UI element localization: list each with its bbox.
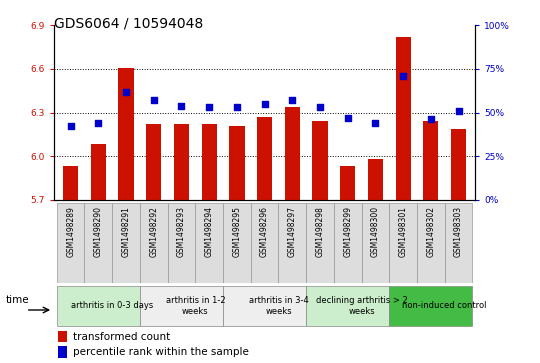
Text: GSM1498291: GSM1498291 [122, 206, 131, 257]
Text: GSM1498295: GSM1498295 [232, 206, 241, 257]
Bar [340, 166, 355, 200]
Bar [201, 124, 217, 200]
Bar [118, 68, 134, 200]
Bar [257, 117, 272, 200]
Bar [91, 144, 106, 200]
Bar [389, 286, 472, 326]
Bar [279, 203, 306, 283]
Bar [395, 37, 411, 200]
Bar [140, 203, 167, 283]
Bar [306, 286, 389, 326]
Text: GSM1498301: GSM1498301 [399, 206, 408, 257]
Bar [362, 203, 389, 283]
Point [66, 123, 75, 129]
Bar [451, 129, 466, 200]
Point [399, 73, 408, 79]
Bar [306, 203, 334, 283]
Text: GSM1498300: GSM1498300 [371, 206, 380, 257]
Bar [368, 159, 383, 200]
Bar [334, 203, 362, 283]
Point [427, 117, 435, 122]
Point [454, 108, 463, 114]
Bar [140, 286, 223, 326]
Bar [423, 121, 438, 200]
Point [233, 105, 241, 110]
Bar [167, 203, 195, 283]
Bar [251, 203, 279, 283]
Point [316, 105, 325, 110]
Text: percentile rank within the sample: percentile rank within the sample [73, 347, 249, 357]
Point [205, 105, 213, 110]
Bar [389, 203, 417, 283]
Point [371, 120, 380, 126]
Bar [58, 346, 66, 358]
Bar [112, 203, 140, 283]
Text: GSM1498302: GSM1498302 [427, 206, 435, 257]
Text: arthritis in 1-2
weeks: arthritis in 1-2 weeks [166, 296, 225, 315]
Bar [195, 203, 223, 283]
Text: GSM1498293: GSM1498293 [177, 206, 186, 257]
Point [288, 97, 296, 103]
Bar [313, 121, 328, 200]
Point [94, 120, 103, 126]
Bar [223, 203, 251, 283]
Text: GSM1498299: GSM1498299 [343, 206, 352, 257]
Text: GSM1498294: GSM1498294 [205, 206, 214, 257]
Point [122, 89, 130, 94]
Text: GSM1498292: GSM1498292 [149, 206, 158, 257]
Text: GSM1498290: GSM1498290 [94, 206, 103, 257]
Bar [223, 286, 306, 326]
Point [260, 101, 269, 107]
Point [150, 97, 158, 103]
Text: GSM1498297: GSM1498297 [288, 206, 297, 257]
Text: non-induced control: non-induced control [402, 301, 487, 310]
Bar [417, 203, 445, 283]
Bar [230, 126, 245, 200]
Point [177, 103, 186, 109]
Point [343, 115, 352, 121]
Bar [285, 107, 300, 200]
Text: GSM1498298: GSM1498298 [315, 206, 325, 257]
Bar [174, 124, 189, 200]
Bar [57, 203, 84, 283]
Bar [146, 124, 161, 200]
Text: transformed count: transformed count [73, 331, 170, 342]
Text: GDS6064 / 10594048: GDS6064 / 10594048 [54, 16, 203, 30]
Bar [445, 203, 472, 283]
Text: declining arthritis > 2
weeks: declining arthritis > 2 weeks [316, 296, 408, 315]
Bar [63, 166, 78, 200]
Text: GSM1498289: GSM1498289 [66, 206, 75, 257]
Text: GSM1498303: GSM1498303 [454, 206, 463, 257]
Bar [84, 203, 112, 283]
Text: arthritis in 3-4
weeks: arthritis in 3-4 weeks [248, 296, 308, 315]
Bar [57, 286, 140, 326]
Text: time: time [5, 294, 29, 305]
Text: GSM1498296: GSM1498296 [260, 206, 269, 257]
Text: arthritis in 0-3 days: arthritis in 0-3 days [71, 301, 153, 310]
Bar [58, 331, 66, 342]
